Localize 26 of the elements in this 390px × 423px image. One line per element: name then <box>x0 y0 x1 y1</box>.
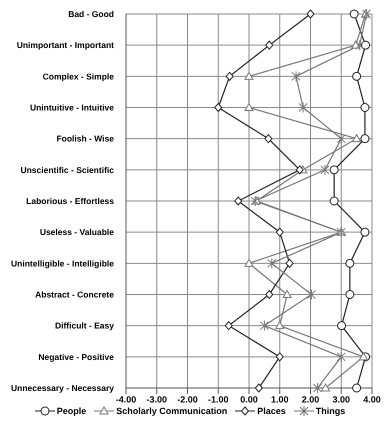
y-tick-label: Abstract - Concrete <box>35 290 114 300</box>
x-tick-label: -4.00 <box>116 394 136 404</box>
x-tick-label: 2.00 <box>302 394 320 404</box>
legend-label: Places <box>257 406 286 416</box>
y-tick-label: Useless - Valuable <box>40 227 114 238</box>
y-tick-label: Unintelligible - Intelligible <box>11 258 114 268</box>
y-tick-label: Foolish - Wise <box>56 134 114 144</box>
x-tick-label: -2.00 <box>177 394 198 404</box>
y-tick-label: Unnecessary - Necessary <box>10 383 114 393</box>
x-tick-label: 0.00 <box>240 394 258 404</box>
x-tick-label: 4.00 <box>363 394 381 404</box>
y-tick-label: Difficult - Easy <box>54 320 114 331</box>
y-tick-label: Laborious - Effortless <box>26 196 114 206</box>
x-tick-label: 1.00 <box>270 394 289 404</box>
y-tick-label: Bad - Good <box>68 9 114 19</box>
legend-label: People <box>56 406 86 416</box>
y-tick-label: Complex - Simple <box>42 71 114 82</box>
x-tick-label: -1.00 <box>208 394 229 404</box>
legend-label: Scholarly Communication <box>116 406 228 416</box>
y-tick-label: Unintuitive - Intuitive <box>30 102 114 112</box>
y-tick-label: Unscientific - Scientific <box>20 164 114 175</box>
x-tick-label: -3.00 <box>146 394 168 404</box>
x-tick-label: 3.00 <box>332 394 350 404</box>
legend-label: Things <box>316 406 346 416</box>
y-tick-label: Negative - Positive <box>38 352 114 362</box>
y-tick-label: Unimportant - Important <box>16 40 114 50</box>
